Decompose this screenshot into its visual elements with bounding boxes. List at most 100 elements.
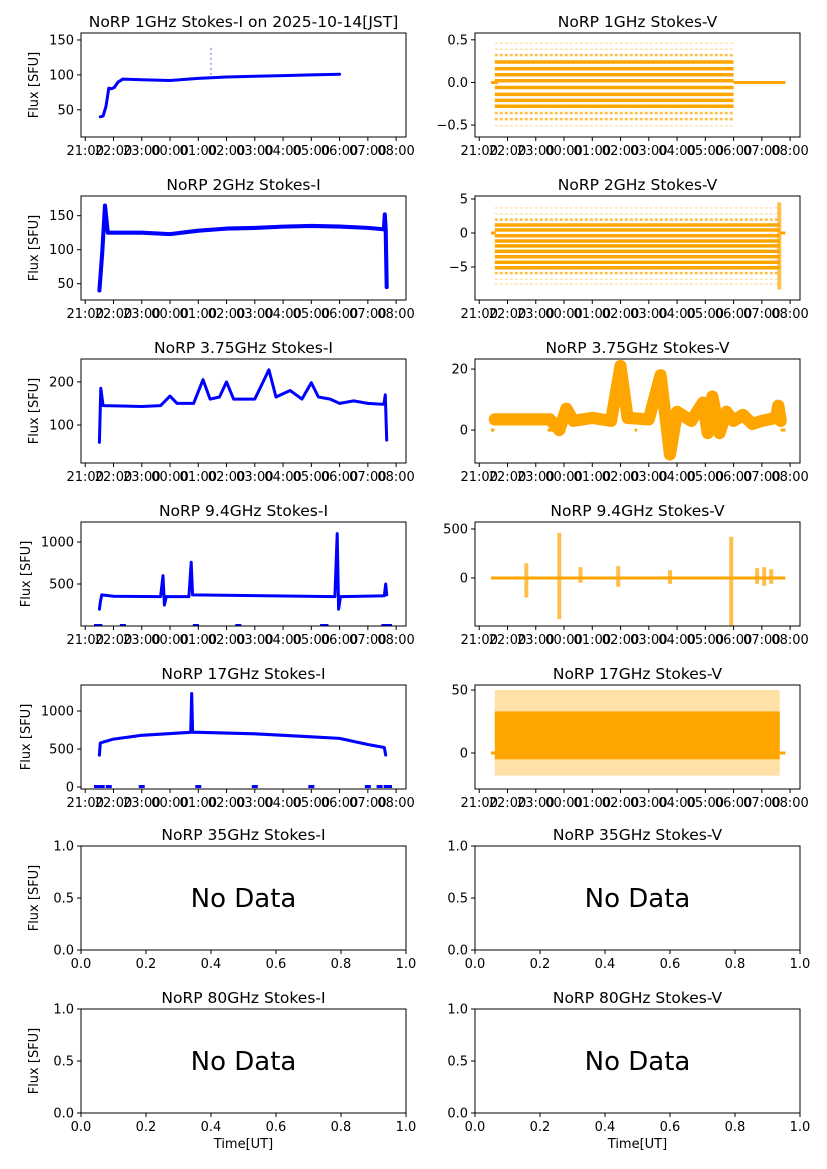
x-tick-label: 23:00 <box>517 796 554 811</box>
x-tick-label: 05:00 <box>293 470 330 485</box>
x-tick-label: 1.0 <box>790 957 811 972</box>
axes-frame <box>80 195 407 301</box>
x-tick-label: 21:00 <box>67 796 104 811</box>
y-tick-label: 0 <box>460 571 468 586</box>
y-tick-label: 0 <box>460 227 468 242</box>
x-tick-label: 0.0 <box>71 1120 92 1135</box>
panel-title: NoRP 17GHz Stokes-V <box>553 665 723 683</box>
zero-point <box>192 624 199 626</box>
x-tick-label: 00:00 <box>151 633 188 648</box>
x-tick-label: 03:00 <box>236 633 273 648</box>
x-tick-label: 03:00 <box>630 470 667 485</box>
panel-title: NoRP 3.75GHz Stokes-V <box>545 339 729 357</box>
x-tick-label: 23:00 <box>123 633 160 648</box>
data-series <box>97 532 389 611</box>
x-tick-label: 02:00 <box>602 796 639 811</box>
x-tick-label: 00:00 <box>151 144 188 159</box>
x-tick-label: 02:00 <box>602 470 639 485</box>
x-tick-label: 04:00 <box>658 633 695 648</box>
x-tick-label: 1.0 <box>790 1120 811 1135</box>
x-tick-label: 08:00 <box>377 307 414 322</box>
zero-point <box>94 785 101 789</box>
x-tick-label: 0.8 <box>331 957 352 972</box>
x-tick-label: 01:00 <box>574 796 611 811</box>
x-tick-label: 03:00 <box>236 470 273 485</box>
x-tick-label: 0.6 <box>660 1120 681 1135</box>
zero-point <box>235 624 242 626</box>
x-tick-label: 0.4 <box>595 1120 616 1135</box>
x-tick-label: 22:00 <box>95 796 132 811</box>
x-tick-label: 06:00 <box>715 633 752 648</box>
x-tick-label: 0.2 <box>530 1120 551 1135</box>
x-tick-label: 23:00 <box>123 144 160 159</box>
x-tick-label: 00:00 <box>151 796 188 811</box>
x-tick-label: 21:00 <box>461 144 498 159</box>
plot-area <box>94 691 393 789</box>
x-tick-label: 0.0 <box>465 957 486 972</box>
zero-point <box>386 624 393 626</box>
plot-area <box>488 359 787 461</box>
x-tick-label: 01:00 <box>574 633 611 648</box>
x-tick-label: 06:00 <box>321 796 358 811</box>
x-tick-label: 21:00 <box>461 633 498 648</box>
zero-point <box>119 624 126 626</box>
x-tick-label: 06:00 <box>715 307 752 322</box>
panel-title: NoRP 1GHz Stokes-I on 2025-10-14[JST] <box>89 13 399 31</box>
x-tick-label: 05:00 <box>293 307 330 322</box>
y-tick-label: 150 <box>49 209 74 224</box>
x-tick-label: 22:00 <box>95 144 132 159</box>
x-tick-label: 04:00 <box>264 633 301 648</box>
y-tick-label: 200 <box>49 375 74 390</box>
x-tick-label: 07:00 <box>349 307 386 322</box>
panel-title: NoRP 17GHz Stokes-I <box>161 665 325 683</box>
axes-frame <box>80 521 407 627</box>
zero-point <box>98 785 105 789</box>
panel-norp-2ghz-stokes-v: 21:0022:0023:0000:0001:0002:0003:0004:00… <box>449 176 809 322</box>
panel-title: NoRP 80GHz Stokes-V <box>553 989 723 1007</box>
x-tick-label: 23:00 <box>517 307 554 322</box>
x-tick-label: 21:00 <box>67 307 104 322</box>
x-tick-label: 00:00 <box>151 307 188 322</box>
x-tick-label: 04:00 <box>264 144 301 159</box>
plot-area <box>491 532 786 626</box>
x-tick-label: 1.0 <box>396 957 417 972</box>
x-tick-label: 23:00 <box>123 470 160 485</box>
axes-frame <box>474 521 801 627</box>
zero-point <box>96 624 103 626</box>
x-tick-label: 01:00 <box>180 144 217 159</box>
zero-point <box>138 785 145 789</box>
x-tick-label: 08:00 <box>771 633 808 648</box>
y-tick-label: 0 <box>66 781 74 796</box>
x-tick-label: 22:00 <box>489 307 526 322</box>
data-series <box>97 368 389 444</box>
x-tick-label: 06:00 <box>321 144 358 159</box>
y-tick-label: 500 <box>49 743 74 758</box>
x-tick-label: 07:00 <box>743 796 780 811</box>
axes-frame <box>80 358 407 464</box>
x-tick-label: 07:00 <box>743 307 780 322</box>
y-tick-label: 0.0 <box>53 1107 74 1122</box>
y-tick-label: 100 <box>49 68 74 83</box>
y-tick-label: 1.0 <box>447 1003 468 1018</box>
panel-title: NoRP 9.4GHz Stokes-V <box>550 502 725 520</box>
panel-norp-1ghz-stokes-v: 21:0022:0023:0000:0001:0002:0003:0004:00… <box>436 13 808 159</box>
axes-frame <box>474 684 801 790</box>
panel-norp-17ghz-stokes-i: 21:0022:0023:0000:0001:0002:0003:0004:00… <box>19 665 415 811</box>
x-tick-label: 06:00 <box>321 307 358 322</box>
panel-title: NoRP 35GHz Stokes-I <box>161 826 325 844</box>
x-tick-label: 01:00 <box>180 470 217 485</box>
y-tick-label: 0.0 <box>447 944 468 959</box>
x-tick-label: 05:00 <box>293 633 330 648</box>
x-tick-label: 07:00 <box>349 633 386 648</box>
x-tick-label: 0.8 <box>725 957 746 972</box>
envelope-dense <box>494 711 780 760</box>
panel-title: NoRP 80GHz Stokes-I <box>161 989 325 1007</box>
x-tick-label: 00:00 <box>545 470 582 485</box>
panel-title: NoRP 9.4GHz Stokes-I <box>159 502 328 520</box>
y-tick-label: 1000 <box>41 535 74 550</box>
x-tick-label: 05:00 <box>687 796 724 811</box>
x-tick-label: 02:00 <box>602 144 639 159</box>
x-tick-label: 21:00 <box>67 470 104 485</box>
panel-title: NoRP 2GHz Stokes-V <box>558 176 718 194</box>
